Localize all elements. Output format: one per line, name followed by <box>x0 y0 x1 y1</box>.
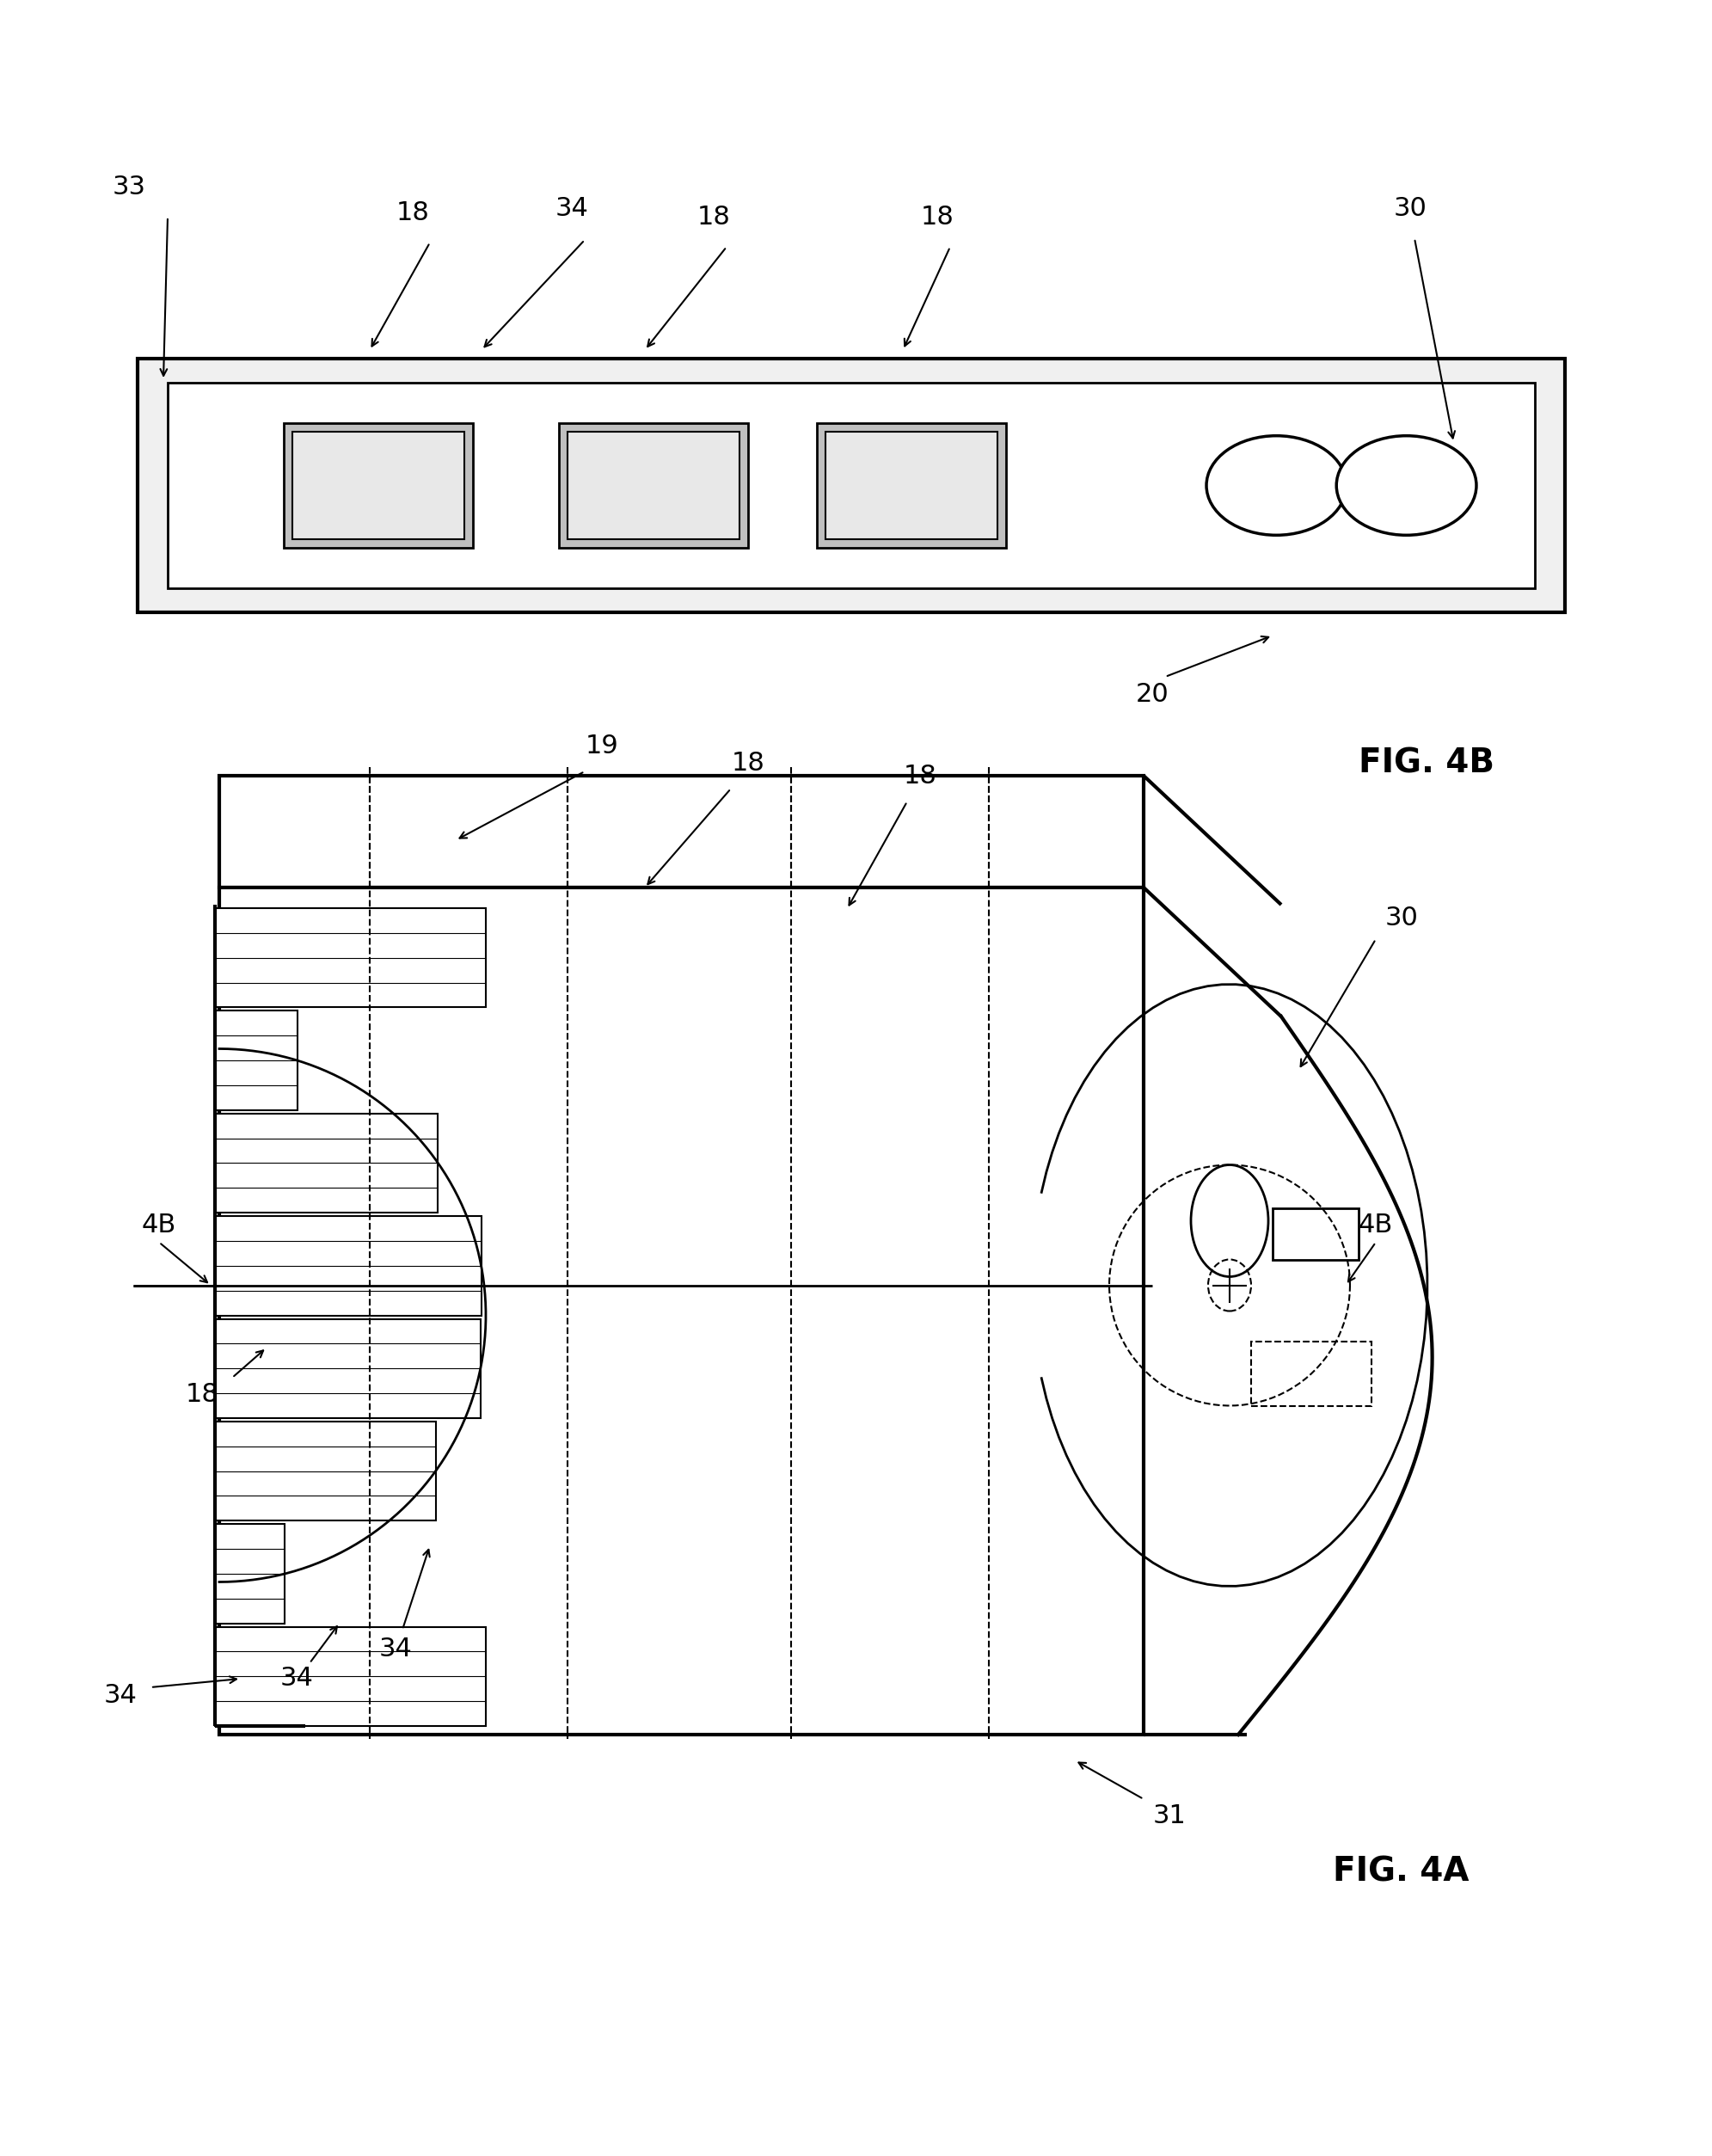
Text: 18: 18 <box>185 1382 219 1408</box>
Bar <box>293 431 464 539</box>
Bar <box>567 431 740 539</box>
Text: 18: 18 <box>921 205 954 229</box>
Bar <box>216 1421 435 1520</box>
Text: 18: 18 <box>904 763 936 789</box>
Bar <box>284 423 473 548</box>
Text: 19: 19 <box>586 733 618 759</box>
Bar <box>216 1112 438 1212</box>
Bar <box>168 384 1536 589</box>
Bar <box>219 888 1144 1736</box>
Text: 4B: 4B <box>142 1212 176 1238</box>
Text: 18: 18 <box>697 205 731 229</box>
Text: 33: 33 <box>113 175 146 198</box>
Bar <box>817 423 1007 548</box>
Text: 31: 31 <box>1152 1805 1186 1828</box>
Text: 30: 30 <box>1394 196 1426 220</box>
Polygon shape <box>219 776 1144 888</box>
Text: 20: 20 <box>1135 681 1169 707</box>
Text: 4B: 4B <box>1359 1212 1394 1238</box>
Text: 34: 34 <box>281 1667 313 1690</box>
Bar <box>825 431 998 539</box>
Text: FIG. 4B: FIG. 4B <box>1359 746 1495 778</box>
Text: 18: 18 <box>731 750 765 776</box>
Ellipse shape <box>1337 436 1476 535</box>
Text: 34: 34 <box>555 196 589 220</box>
Bar <box>137 358 1565 612</box>
Text: 34: 34 <box>378 1636 413 1660</box>
Bar <box>216 1216 481 1315</box>
Text: FIG. 4A: FIG. 4A <box>1334 1856 1469 1889</box>
Text: 34: 34 <box>104 1684 137 1708</box>
Text: 30: 30 <box>1385 906 1418 929</box>
Text: 18: 18 <box>395 201 430 224</box>
Ellipse shape <box>1207 436 1346 535</box>
Bar <box>1272 1207 1359 1259</box>
Ellipse shape <box>1192 1164 1269 1276</box>
Bar <box>216 1524 284 1623</box>
Bar <box>216 1319 481 1419</box>
Bar <box>216 1628 486 1727</box>
Bar <box>1251 1341 1371 1406</box>
Bar <box>216 908 486 1007</box>
Bar <box>558 423 748 548</box>
Bar <box>216 1011 298 1110</box>
